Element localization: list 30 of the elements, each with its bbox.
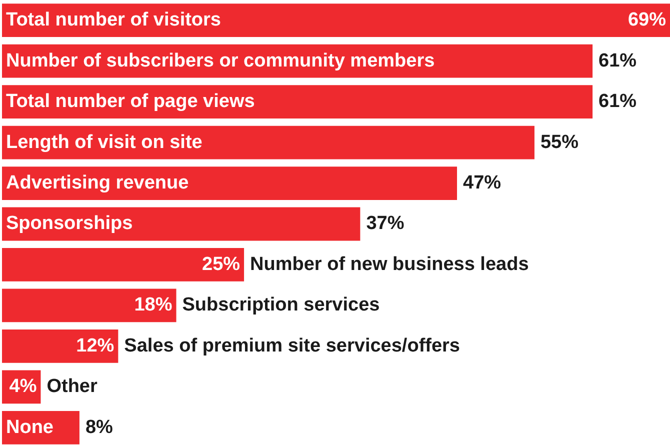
data-label: 12% [76,335,114,356]
data-label: 61% [598,50,637,72]
y-tick-label: Length of visit on site [6,132,202,153]
y-tick-label: Advertising revenue [6,172,189,194]
bar [2,207,360,241]
data-label: 8% [85,416,114,438]
data-label: 55% [540,132,579,153]
data-label: 69% [628,10,666,31]
bar [2,288,176,322]
y-tick-label: Sales of premium site services/offers [124,335,460,356]
y-tick-label: Other [46,376,98,398]
bar [2,126,534,160]
bar [2,248,244,282]
data-label: 37% [366,213,404,234]
y-tick-label: Subscription services [182,294,380,316]
bar [2,329,118,363]
bar [2,4,670,38]
y-tick-label: Number of new business leads [250,254,529,275]
data-label: 25% [202,254,240,275]
bar [2,166,458,200]
data-label: 61% [598,91,637,112]
data-label: 47% [463,172,502,194]
bar [2,85,593,119]
y-tick-label: Total number of visitors [6,10,222,31]
y-tick-label: Total number of page views [6,91,255,112]
y-tick-label: None [6,416,54,438]
data-label: 18% [134,294,172,316]
data-label: 4% [9,376,37,398]
y-tick-label: Sponsorships [6,213,133,234]
y-tick-label: Number of subscribers or community members [6,50,435,72]
